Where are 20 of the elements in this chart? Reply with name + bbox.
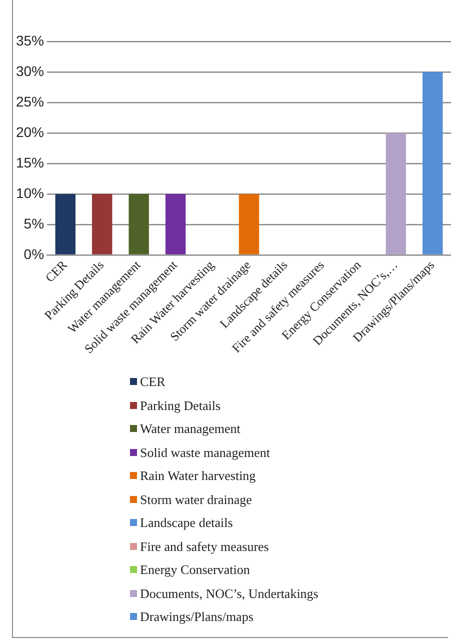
legend-label: Water management bbox=[140, 420, 240, 438]
legend-label: Fire and safety measures bbox=[140, 538, 269, 556]
y-tick-label: 15% bbox=[16, 154, 44, 170]
legend-label: Parking Details bbox=[140, 396, 221, 415]
legend-label: CER bbox=[140, 373, 166, 391]
y-tick-label: 0% bbox=[24, 246, 44, 262]
legend-label: Landscape details bbox=[140, 514, 233, 532]
y-tick-label: 10% bbox=[16, 184, 44, 201]
y-tick-label: 35% bbox=[16, 32, 44, 48]
legend-label: Rain Water harvesting bbox=[140, 467, 256, 485]
legend-label: Drawings/Plans/maps bbox=[140, 608, 254, 626]
y-tick-label: 5% bbox=[24, 215, 44, 232]
y-tick-label: 20% bbox=[16, 124, 44, 140]
legend-label: Energy Conservation bbox=[140, 561, 250, 579]
y-tick-label: 25% bbox=[16, 93, 44, 110]
legend-label: Solid waste management bbox=[140, 444, 270, 462]
legend-label: Storm water drainage bbox=[140, 490, 252, 509]
x-tick-label: CER bbox=[42, 257, 70, 285]
y-tick-label: 30% bbox=[16, 62, 44, 79]
legend-label: Documents, NOC’s, Undertakings bbox=[140, 584, 318, 603]
